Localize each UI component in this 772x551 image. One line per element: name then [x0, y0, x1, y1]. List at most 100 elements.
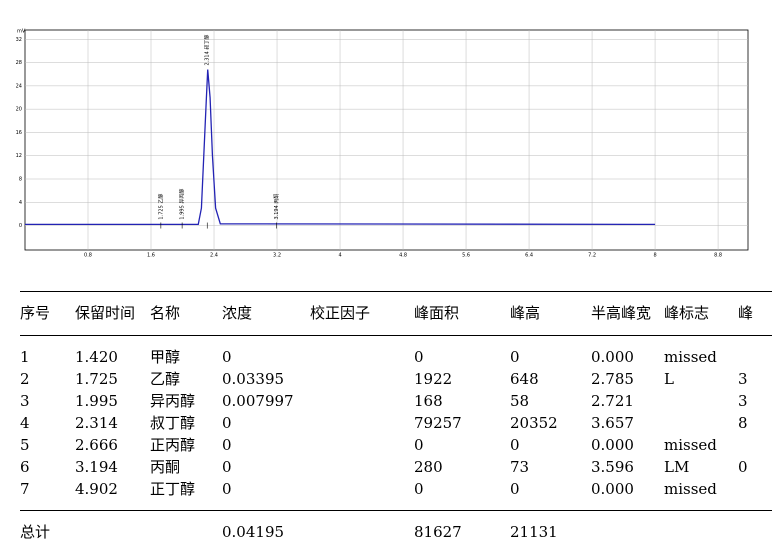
table-cell: 0 — [414, 436, 424, 454]
table-cell: 0 — [510, 436, 520, 454]
table-cell: 168 — [414, 392, 443, 410]
y-tick-label: 0 — [19, 223, 22, 229]
table-cell: 叔丁醇 — [150, 414, 196, 432]
x-tick-label: 7.2 — [588, 253, 596, 259]
x-tick-label: 8.8 — [714, 253, 722, 259]
y-tick-label: 16 — [16, 130, 22, 136]
table-cell: 峰 — [738, 304, 754, 322]
signal-trace — [25, 69, 656, 226]
table-rule — [20, 335, 772, 336]
table-cell: 21131 — [510, 523, 558, 541]
table-cell: missed — [664, 348, 717, 366]
y-tick-label: 28 — [16, 60, 22, 66]
peak-label: 2.314 叔丁醇 — [204, 35, 211, 66]
table-rule — [20, 510, 772, 511]
table-cell: 4 — [20, 414, 30, 432]
peak-label: 3.194 丙酮 — [274, 194, 280, 220]
table-cell: 0.03395 — [222, 370, 285, 388]
x-tick-label: 4.8 — [399, 253, 407, 259]
table-cell: 0.04195 — [222, 523, 285, 541]
table-cell: 4.902 — [75, 480, 118, 498]
table-cell: 3.657 — [591, 414, 634, 432]
table-cell: 0 — [222, 436, 232, 454]
table-cell: 20352 — [510, 414, 558, 432]
table-cell: 3.596 — [591, 458, 634, 476]
table-cell: 0 — [510, 480, 520, 498]
x-tick-label: 5.6 — [462, 253, 470, 259]
table-cell: 79257 — [414, 414, 462, 432]
table-cell: L — [664, 370, 674, 388]
table-cell: 0 — [222, 348, 232, 366]
table-cell: 648 — [510, 370, 539, 388]
y-tick-label: 24 — [16, 83, 22, 89]
table-cell: 0 — [222, 414, 232, 432]
table-cell: 6 — [20, 458, 30, 476]
table-cell: 0 — [738, 458, 748, 476]
table-cell: 总计 — [20, 523, 51, 541]
table-cell: 0 — [414, 348, 424, 366]
table-cell: 异丙醇 — [150, 392, 196, 410]
table-cell: 1.995 — [75, 392, 118, 410]
table-cell: 2 — [20, 370, 30, 388]
y-tick-label: 4 — [19, 200, 22, 206]
table-cell: 0 — [414, 480, 424, 498]
table-cell: 0.000 — [591, 436, 634, 454]
table-rule — [20, 291, 772, 292]
table-cell: 0 — [510, 348, 520, 366]
table-cell: 3 — [738, 370, 748, 388]
x-tick-label: 8 — [653, 253, 656, 259]
y-tick-label: 12 — [16, 153, 22, 159]
table-cell: 1.420 — [75, 348, 118, 366]
table-cell: 7 — [20, 480, 30, 498]
table-cell: 0.000 — [591, 480, 634, 498]
table-cell: 2.785 — [591, 370, 634, 388]
table-cell: 2.666 — [75, 436, 118, 454]
table-cell: missed — [664, 480, 717, 498]
table-cell: 1 — [20, 348, 30, 366]
table-cell: missed — [664, 436, 717, 454]
table-cell: 58 — [510, 392, 530, 410]
table-cell: 甲醇 — [150, 348, 181, 366]
table-cell: 3 — [20, 392, 30, 410]
table-cell: 乙醇 — [150, 370, 181, 388]
table-cell: 0.000 — [591, 348, 634, 366]
plot-frame — [24, 29, 749, 251]
table-cell: 丙酮 — [150, 458, 181, 476]
table-cell: 半高峰宽 — [591, 304, 652, 322]
y-axis-label: mV — [17, 29, 26, 35]
table-cell: 正丁醇 — [150, 480, 196, 498]
table-cell: 0 — [222, 480, 232, 498]
table-cell: 1.725 — [75, 370, 118, 388]
table-cell: 序号 — [20, 304, 51, 322]
x-tick-label: 6.4 — [525, 253, 533, 259]
x-tick-label: 2.4 — [210, 253, 218, 259]
x-tick-label: 3.2 — [273, 253, 281, 259]
table-cell: 峰标志 — [664, 304, 710, 322]
table-cell: 3 — [738, 392, 748, 410]
table-cell: 81627 — [414, 523, 462, 541]
table-cell: 73 — [510, 458, 530, 476]
table-cell: 3.194 — [75, 458, 118, 476]
y-tick-label: 32 — [16, 37, 22, 43]
peak-label: 1.725 乙醇 — [157, 194, 164, 220]
table-cell: 280 — [414, 458, 443, 476]
x-tick-label: 1.6 — [147, 253, 155, 259]
table-cell: 2.721 — [591, 392, 634, 410]
table-cell: 0 — [222, 458, 232, 476]
table-cell: 保留时间 — [75, 304, 136, 322]
table-cell: 名称 — [150, 304, 181, 322]
table-cell: 5 — [20, 436, 30, 454]
chromatogram: mV 0 4 8 12 16 20 24 28 32 0.8 1.6 2.4 3.2 4 4.8 5.6 6.4… — [16, 29, 749, 259]
table-cell: 0.007997 — [222, 392, 294, 410]
table-cell: 8 — [738, 414, 748, 432]
table-cell: 正丙醇 — [150, 436, 196, 454]
y-tick-label: 8 — [19, 176, 22, 182]
table-cell: 峰面积 — [414, 304, 460, 322]
table-cell: 浓度 — [222, 304, 253, 322]
x-tick-label: 0.8 — [84, 253, 92, 259]
table-cell: 2.314 — [75, 414, 118, 432]
table-cell: 校正因子 — [310, 304, 371, 322]
table-cell: 1922 — [414, 370, 453, 388]
y-tick-label: 20 — [16, 107, 22, 113]
